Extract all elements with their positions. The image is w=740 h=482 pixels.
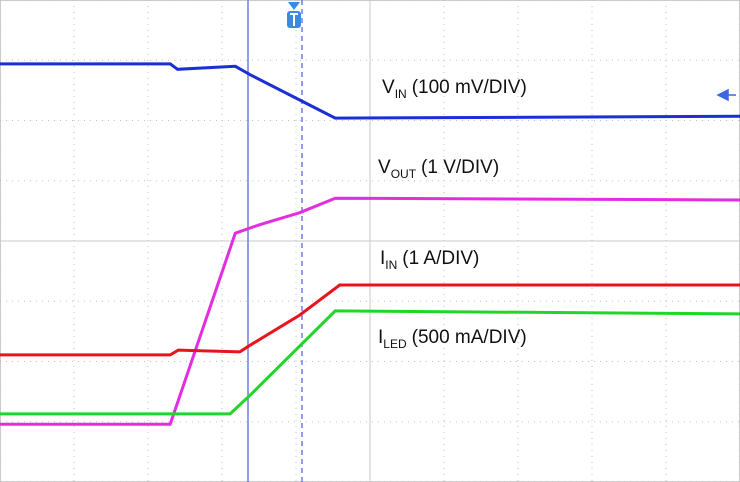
trigger-arrow xyxy=(288,2,300,10)
label-base: I xyxy=(378,327,383,348)
label-base: V xyxy=(382,77,395,98)
label-sub: IN xyxy=(385,258,397,272)
label-scale: (100 mV/DIV) xyxy=(412,77,527,98)
trace-label: VOUT (1 V/DIV) xyxy=(378,157,499,181)
label-sub: LED xyxy=(383,337,407,351)
trace-label: ILED (500 mA/DIV) xyxy=(378,327,527,351)
trace-label: IIN (1 A/DIV) xyxy=(380,248,479,272)
trace xyxy=(0,196,740,426)
label-sub: IN xyxy=(395,87,407,101)
trace-label: VIN (100 mV/DIV) xyxy=(382,77,527,101)
trace xyxy=(0,283,740,357)
label-base: I xyxy=(380,248,385,269)
trace xyxy=(0,62,740,120)
trigger-t xyxy=(290,13,298,26)
label-base: V xyxy=(378,157,391,178)
label-sub: OUT xyxy=(391,167,417,181)
label-scale: (1 A/DIV) xyxy=(402,248,479,269)
trace xyxy=(0,309,740,416)
label-scale: (1 V/DIV) xyxy=(421,157,499,178)
label-scale: (500 mA/DIV) xyxy=(412,327,527,348)
level-marker xyxy=(716,88,736,102)
